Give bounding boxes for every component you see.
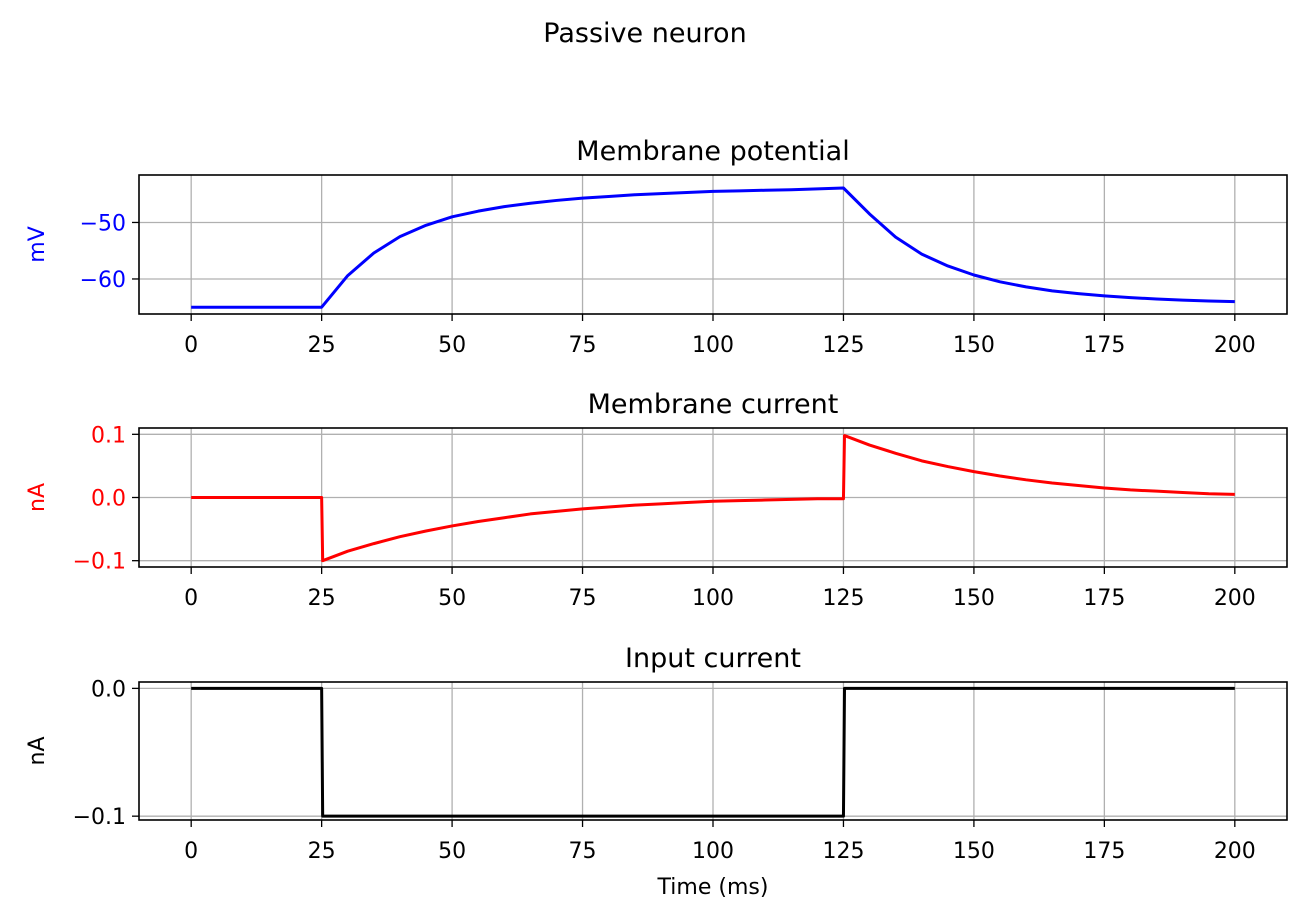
- x-tick-label: 150: [953, 839, 995, 864]
- x-tick-label: 200: [1214, 333, 1256, 358]
- membrane-current-title: Membrane current: [588, 389, 839, 420]
- x-tick-label: 175: [1083, 586, 1125, 611]
- x-tick-label: 25: [308, 839, 336, 864]
- x-tick-label: 150: [953, 333, 995, 358]
- x-tick-label: 100: [692, 586, 734, 611]
- y-tick-label: −0.1: [73, 805, 126, 830]
- x-tick-label: 200: [1214, 586, 1256, 611]
- x-tick-label: 50: [438, 586, 466, 611]
- y-tick-label: −0.1: [73, 550, 126, 575]
- membrane-current-ylabel: nA: [25, 483, 50, 512]
- x-tick-label: 0: [184, 586, 198, 611]
- input-current-panel: 0 25 50 75 100 125 150 175 200 −0.1 0.0 Input curre…: [25, 643, 1288, 900]
- y-tick-label: 0.0: [91, 487, 126, 512]
- y-tick-label: −50: [80, 211, 126, 236]
- input-current-ylabel: nA: [25, 737, 50, 766]
- x-tick-label: 125: [822, 333, 864, 358]
- membrane-potential-line: [191, 186, 1235, 309]
- membrane-potential-title: Membrane potential: [576, 136, 849, 167]
- x-tick-label: 0: [184, 839, 198, 864]
- input-current-line: [191, 686, 1235, 818]
- membrane-current-panel: 0 25 50 75 100 125 150 175 200 −0.1 0.0 0.1 Membrane…: [25, 389, 1288, 611]
- y-tick-label: 0.0: [91, 677, 126, 702]
- x-tick-label: 25: [308, 333, 336, 358]
- x-tick-label: 125: [822, 839, 864, 864]
- x-tick-label: 50: [438, 333, 466, 358]
- x-tick-label: 25: [308, 586, 336, 611]
- x-tick-label: 200: [1214, 839, 1256, 864]
- x-tick-label: 125: [822, 586, 864, 611]
- input-current-xlabel: Time (ms): [657, 875, 769, 900]
- x-tick-label: 75: [569, 839, 597, 864]
- x-tick-label: 175: [1083, 333, 1125, 358]
- x-tick-label: 75: [569, 586, 597, 611]
- x-tick-label: 150: [953, 586, 995, 611]
- x-tick-label: 175: [1083, 839, 1125, 864]
- x-tick-label: 50: [438, 839, 466, 864]
- input-current-title: Input current: [625, 643, 801, 674]
- x-tick-label: 75: [569, 333, 597, 358]
- x-tick-label: 0: [184, 333, 198, 358]
- x-tick-label: 100: [692, 333, 734, 358]
- membrane-current-line: [191, 434, 1235, 563]
- y-tick-label: 0.1: [91, 423, 126, 448]
- y-tick-label: −60: [80, 268, 126, 293]
- membrane-potential-panel: 0 25 50 75 100 125 150 175 200 −60 −50 Membrane pot…: [25, 136, 1288, 358]
- x-tick-label: 100: [692, 839, 734, 864]
- figure-title: Passive neuron: [543, 18, 746, 49]
- membrane-potential-ylabel: mV: [25, 226, 50, 262]
